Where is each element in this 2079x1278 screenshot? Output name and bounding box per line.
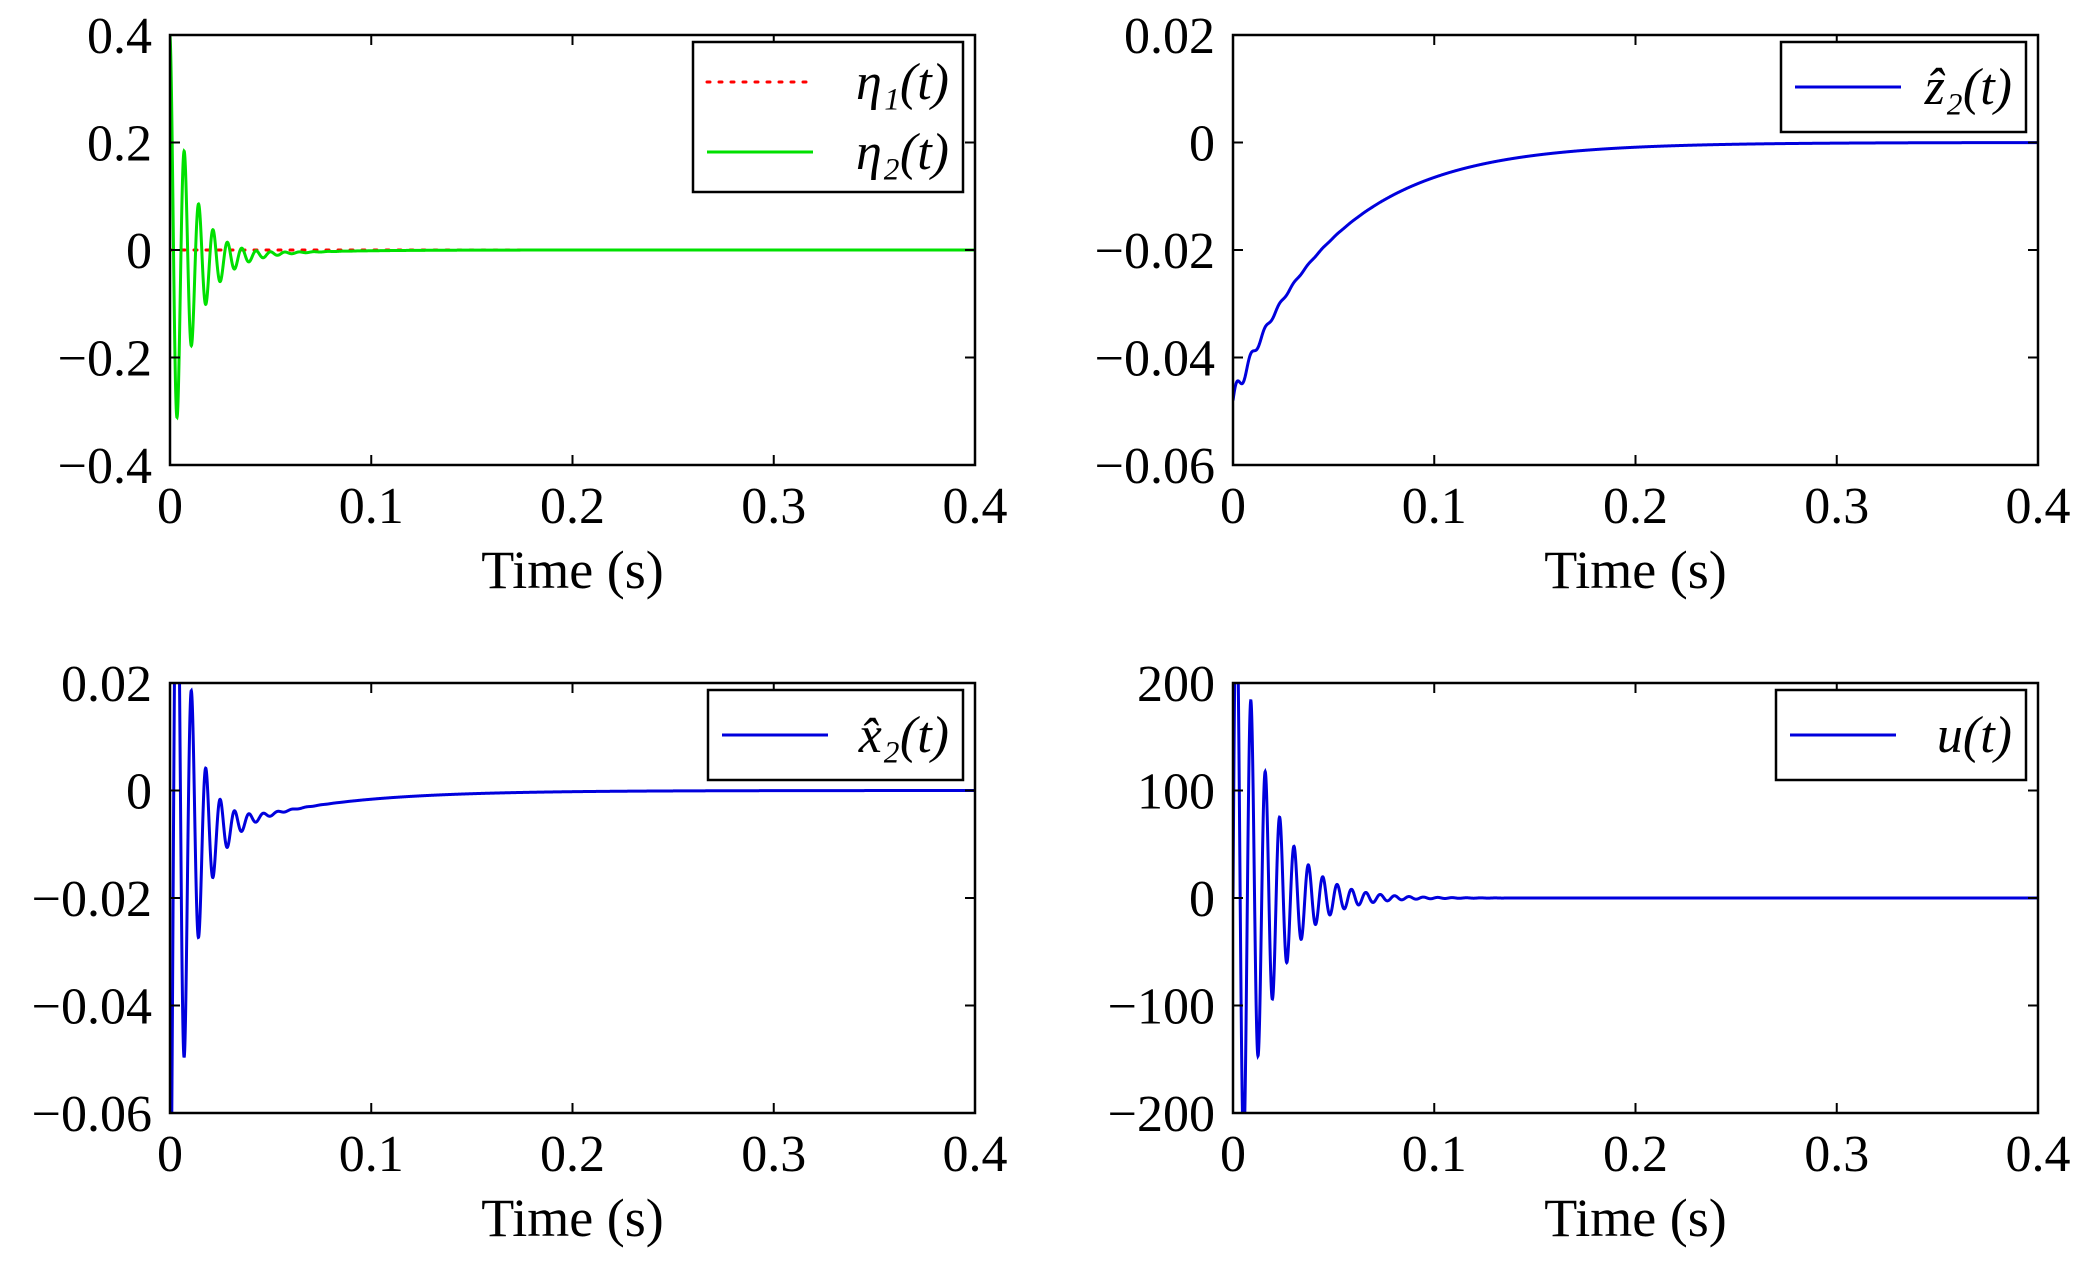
x-tick-label: 0.2 (540, 478, 605, 535)
y-tick-label: −0.02 (32, 871, 152, 928)
legend-label: u(t) (1937, 707, 2012, 764)
y-tick-label: −0.04 (1095, 331, 1215, 388)
legend-box (706, 688, 965, 782)
x-axis-label: Time (s) (1544, 540, 1727, 600)
y-tick-label: −0.4 (58, 438, 152, 495)
legend-label: η₁(t) (856, 54, 949, 111)
x-tick-label: 0.1 (1402, 478, 1467, 535)
x-tick-label: 0.4 (2006, 478, 2071, 535)
series-line-x2hat-0 (170, 683, 975, 1113)
y-tick-label: −0.06 (1095, 438, 1215, 495)
x-tick-label: 0.4 (2006, 1126, 2071, 1183)
subplot-eta: 0 0.1 0.2 0.3 0.4 0.4 0.2 0 −0.2 −0.4 Time (s) η₁(t… (58, 8, 1008, 600)
legend: x̂₂(t) (706, 688, 965, 782)
x-tick-label: 0.3 (1804, 1126, 1869, 1183)
x-tick-label: 0.3 (741, 478, 806, 535)
y-tick-label: −0.06 (32, 1086, 152, 1143)
y-tick-label: −100 (1108, 979, 1215, 1036)
y-tick-label: 0.4 (87, 8, 152, 65)
x-tick-label: 0.1 (339, 478, 404, 535)
x-tick-label: 0.4 (943, 1126, 1008, 1183)
x-tick-label: 0.4 (943, 478, 1008, 535)
y-tick-label: 0.2 (87, 116, 152, 173)
legend-label: η₂(t) (856, 124, 949, 181)
y-tick-label: 0.02 (1124, 8, 1215, 65)
x-tick-label: 0 (157, 1126, 183, 1183)
y-tick-label: −0.2 (58, 331, 152, 388)
y-tick-label: 0 (126, 223, 152, 280)
x-tick-label: 0.2 (540, 1126, 605, 1183)
x-tick-label: 0.3 (1804, 478, 1869, 535)
legend: ẑ₂(t) (1779, 40, 2028, 134)
y-tick-label: 100 (1137, 764, 1215, 821)
legend-box (691, 40, 965, 194)
x-axis-label: Time (s) (481, 540, 664, 600)
x-tick-label: 0 (157, 478, 183, 535)
subplot-x2hat: 0 0.1 0.2 0.3 0.4 0.02 0 −0.02 −0.04 −0.06 Time (s… (32, 656, 1008, 1248)
subplot-grid: 0 0.1 0.2 0.3 0.4 0.4 0.2 0 −0.2 −0.4 Time (s) η₁(t… (32, 8, 2071, 1248)
legend: η₁(t) η₂(t) (691, 40, 965, 194)
legend-label: ẑ₂(t) (1924, 59, 2012, 116)
x-tick-label: 0.1 (339, 1126, 404, 1183)
y-tick-label: 0 (126, 764, 152, 821)
x-tick-label: 0 (1220, 1126, 1246, 1183)
x-tick-label: 0.3 (741, 1126, 806, 1183)
series-line-z2hat-0 (1233, 141, 2038, 401)
x-tick-label: 0.2 (1603, 1126, 1668, 1183)
y-tick-label: 0 (1189, 871, 1215, 928)
x-tick-label: 0.1 (1402, 1126, 1467, 1183)
subplot-z2hat: 0 0.1 0.2 0.3 0.4 0.02 0 −0.02 −0.04 −0.06 Time (s… (1095, 8, 2071, 600)
y-tick-label: 0.02 (61, 656, 152, 713)
subplot-u: 0 0.1 0.2 0.3 0.4 200 100 0 −100 −200 Time (s) u(t) (1108, 656, 2071, 1248)
legend-label: x̂₂(t) (858, 707, 949, 764)
y-tick-label: −0.04 (32, 979, 152, 1036)
y-tick-label: −0.02 (1095, 223, 1215, 280)
series-line-eta-1 (170, 35, 975, 421)
series-line-u-0 (1233, 683, 2038, 1113)
y-tick-label: −200 (1108, 1086, 1215, 1143)
x-axis-label: Time (s) (1544, 1188, 1727, 1248)
y-tick-label: 0 (1189, 116, 1215, 173)
x-axis-label: Time (s) (481, 1188, 664, 1248)
x-tick-label: 0.2 (1603, 478, 1668, 535)
y-tick-label: 200 (1137, 656, 1215, 713)
x-tick-label: 0 (1220, 478, 1246, 535)
legend: u(t) (1774, 688, 2028, 782)
